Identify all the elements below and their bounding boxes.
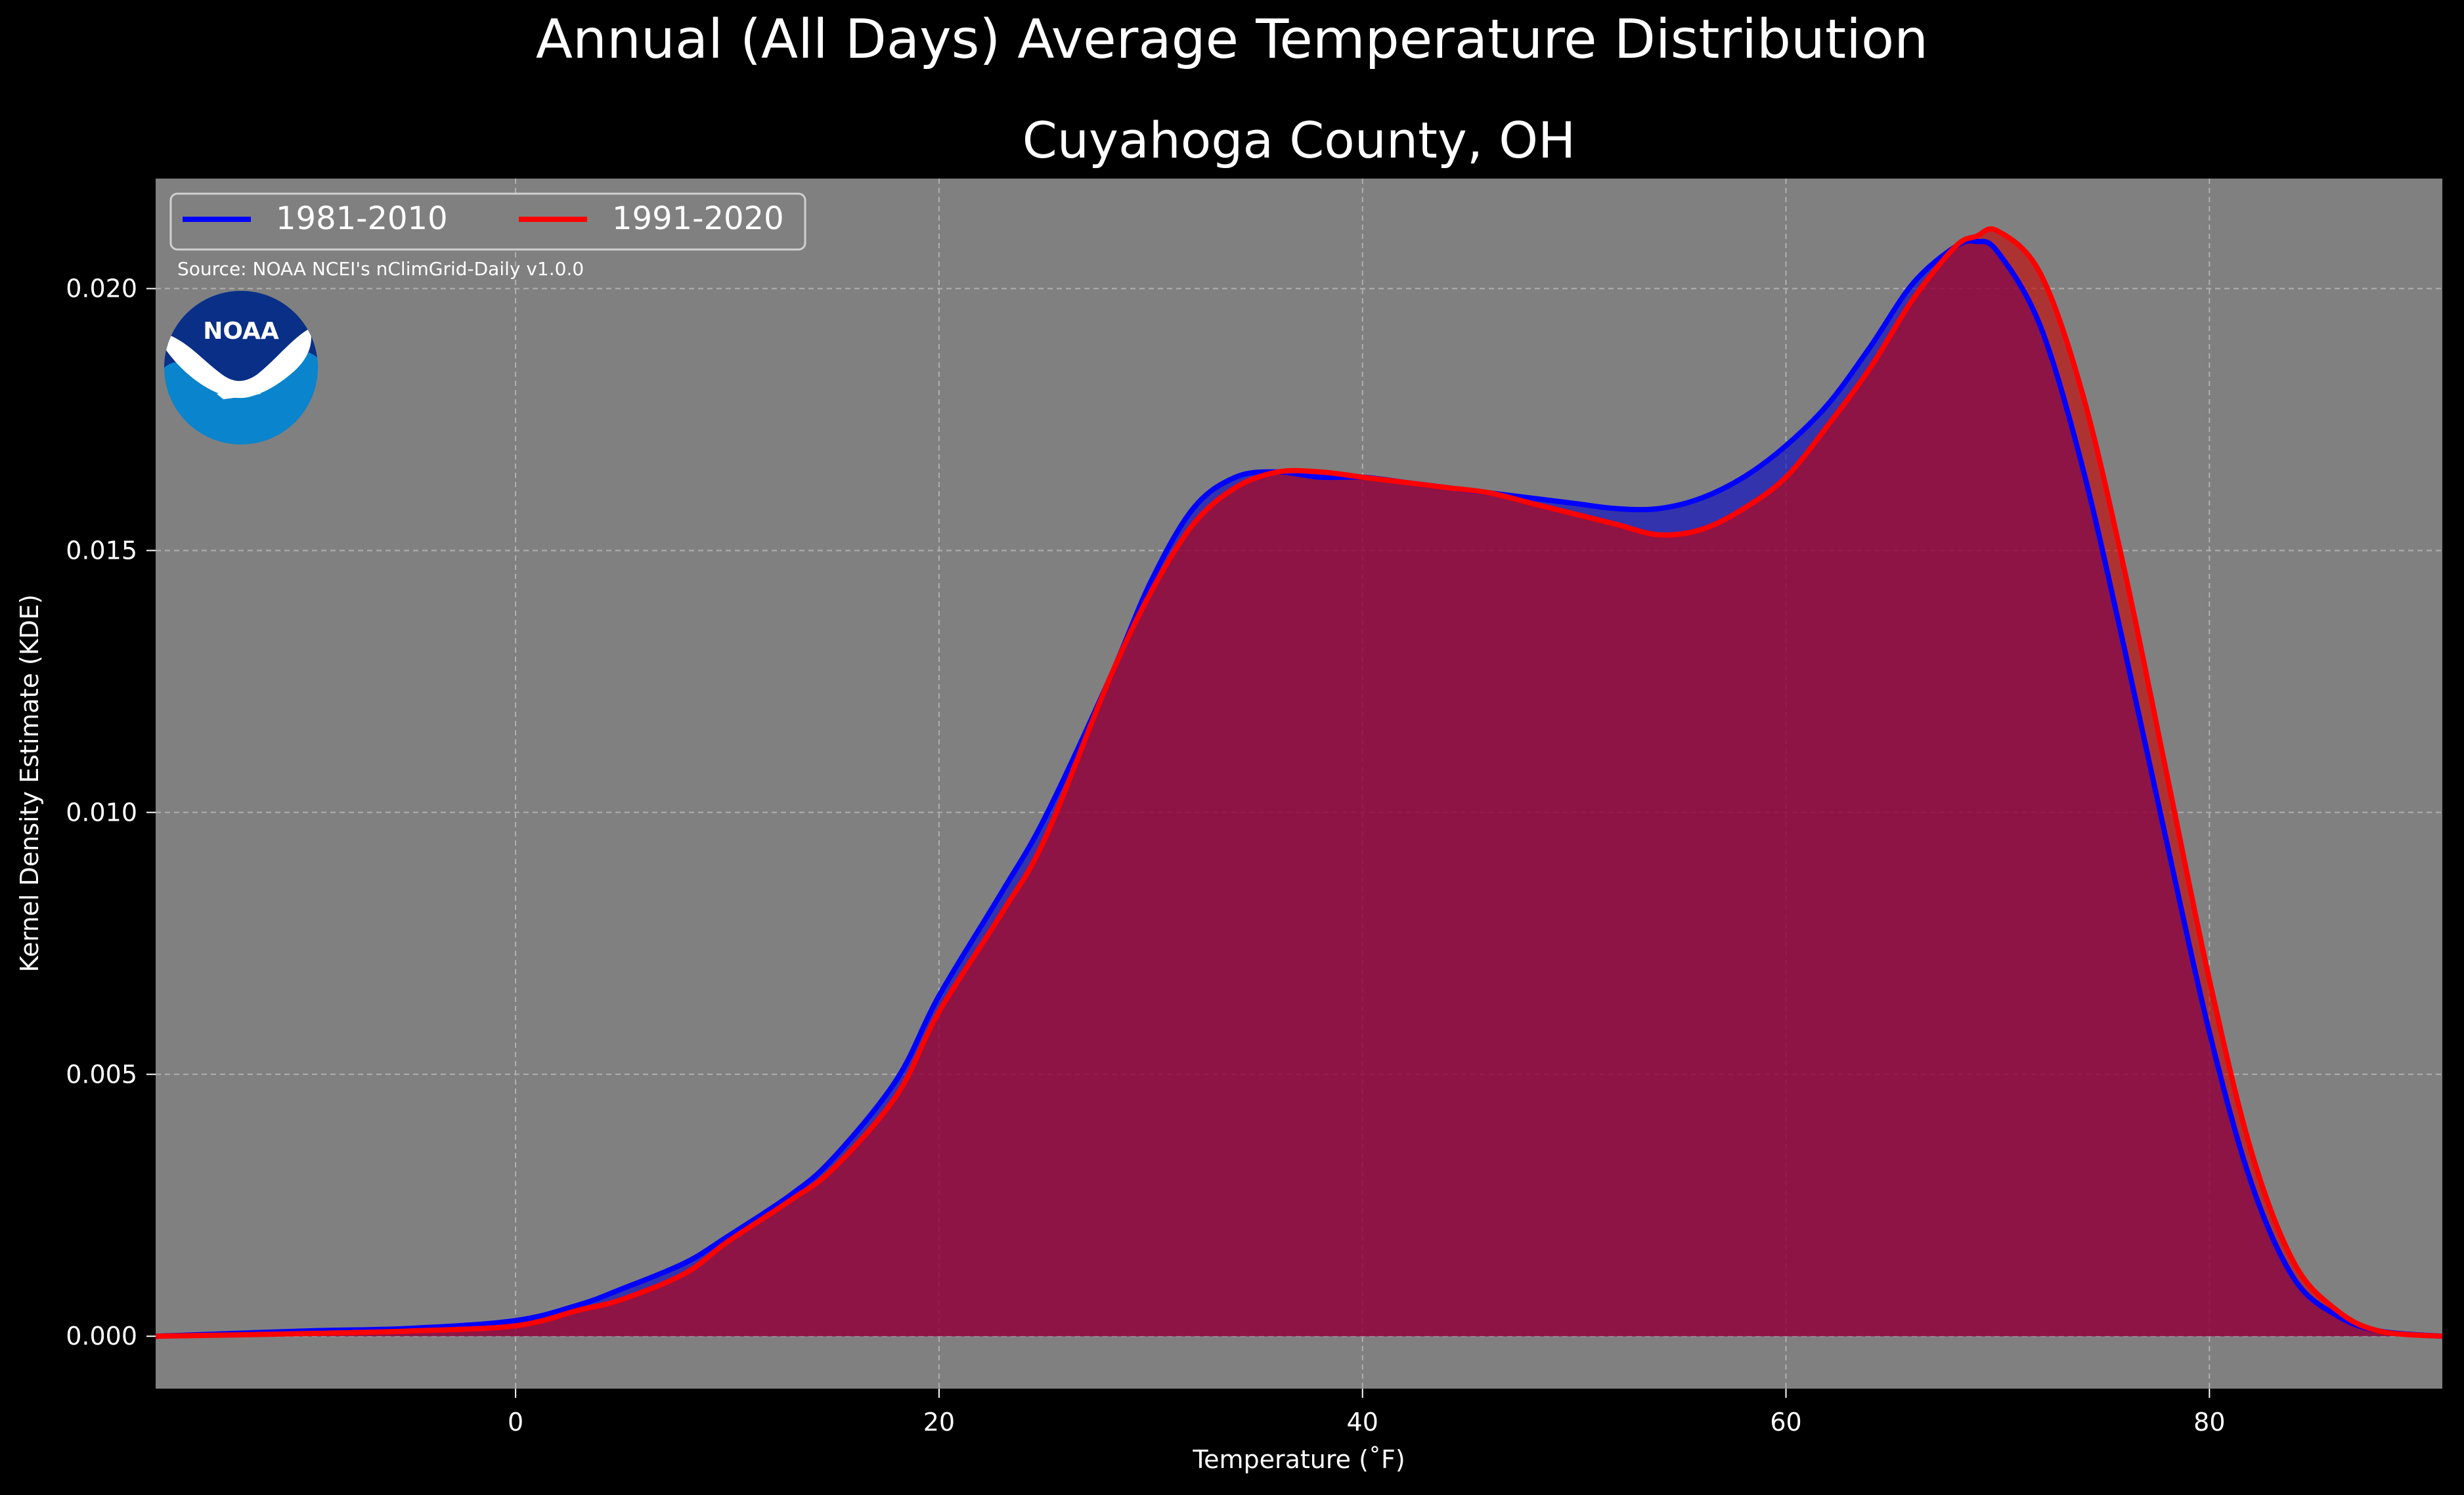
x-tick-label: 60 <box>1770 1408 1801 1437</box>
plot-area <box>155 179 2443 1389</box>
x-tick-label: 0 <box>508 1408 523 1437</box>
y-axis-label: Kernel Density Estimate (KDE) <box>15 594 44 972</box>
series-fills <box>156 228 2442 1337</box>
y-tick-label: 0.020 <box>66 274 137 303</box>
x-axis-ticks: 0 20 40 60 80 <box>508 1389 2226 1437</box>
legend: 1981-2010 1991-2020 <box>169 192 806 251</box>
noaa-logo: NOAA <box>164 291 318 444</box>
y-tick-label: 0.010 <box>66 798 137 827</box>
y-tick-label: 0.005 <box>66 1060 137 1089</box>
chart-title: Cuyahoga County, OH <box>1023 111 1575 169</box>
x-axis-label: Temperature (˚F) <box>1192 1445 1405 1474</box>
legend-label-1981-2010: 1981-2010 <box>276 200 448 237</box>
chart-suptitle: Annual (All Days) Average Temperature Di… <box>536 9 1928 71</box>
series-lines <box>155 226 2443 1339</box>
series-fill-1991-2020 <box>156 228 2442 1337</box>
legend-frame <box>169 192 806 251</box>
x-tick-label: 80 <box>2193 1408 2225 1437</box>
y-axis-ticks: 0.000 0.005 0.010 0.015 0.020 <box>66 274 156 1351</box>
source-note: Source: NOAA NCEI's nClimGrid-Daily v1.0… <box>177 258 584 280</box>
y-tick-label: 0.000 <box>66 1322 137 1351</box>
series-line-1991-2020 <box>155 226 2443 1339</box>
legend-label-1991-2020: 1991-2020 <box>612 200 784 237</box>
y-tick-label: 0.015 <box>66 536 137 565</box>
noaa-logo-text: NOAA <box>203 318 279 345</box>
x-tick-label: 40 <box>1347 1408 1378 1437</box>
x-tick-label: 20 <box>923 1408 955 1437</box>
